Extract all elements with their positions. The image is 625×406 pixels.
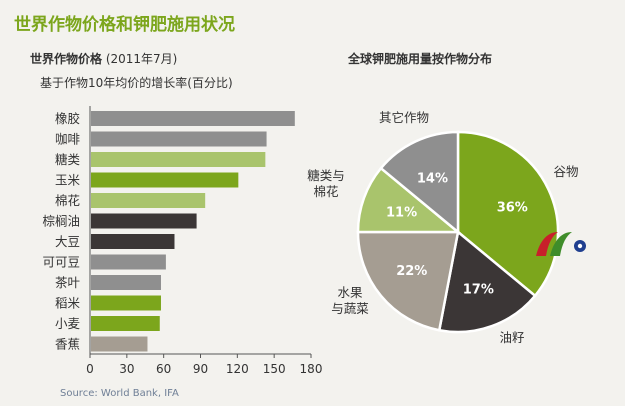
pie-slice xyxy=(379,130,460,235)
bar xyxy=(91,172,239,188)
pie-value-label: 36% xyxy=(497,200,528,215)
bar-category-label: 棕榈油 xyxy=(42,214,80,229)
bar xyxy=(91,193,206,208)
bar xyxy=(91,213,197,229)
bar-category-label: 茶叶 xyxy=(55,275,81,290)
pie-chart-title: 全球钾肥施用量按作物分布 xyxy=(348,52,493,66)
bar xyxy=(91,234,175,249)
pie-value-label: 17% xyxy=(463,282,494,297)
page-title: 世界作物价格和钾肥施用状况 xyxy=(14,15,235,35)
source-note: Source: World Bank, IFA xyxy=(60,388,179,399)
x-tick-label: 120 xyxy=(226,362,249,376)
bar-category-label: 香蕉 xyxy=(55,337,80,352)
bar xyxy=(91,254,166,270)
bar xyxy=(91,295,161,311)
bar-chart-title-date: (2011年7月) xyxy=(102,52,178,66)
pie-category-label: 其它作物 xyxy=(379,110,429,125)
bar-category-label: 棉花 xyxy=(55,193,80,208)
pie-value-label: 22% xyxy=(396,264,427,279)
bar xyxy=(91,131,267,147)
bar-category-label: 稻米 xyxy=(55,296,81,311)
x-tick-label: 60 xyxy=(156,362,171,376)
x-tick-label: 150 xyxy=(263,362,286,376)
bar-category-label: 糖类 xyxy=(55,152,81,167)
bar-category-label: 橡胶 xyxy=(55,111,80,126)
bar-category-label: 玉米 xyxy=(55,173,81,188)
pie-slice xyxy=(456,130,560,298)
bar xyxy=(91,111,295,126)
pie-category-label: 油籽 xyxy=(499,330,524,345)
bar-category-label: 可可豆 xyxy=(42,255,80,270)
company-logo-icon xyxy=(536,232,586,256)
pie-category-label: 谷物 xyxy=(553,164,578,179)
pie-value-label: 14% xyxy=(417,172,448,187)
bar-category-label: 小麦 xyxy=(55,316,81,331)
bar xyxy=(91,275,161,290)
pie-slice xyxy=(356,230,460,332)
bar xyxy=(91,336,148,352)
x-tick-label: 90 xyxy=(193,362,208,376)
bar-category-label: 大豆 xyxy=(55,234,80,249)
bar-category-label: 咖啡 xyxy=(55,132,81,147)
x-tick-label: 30 xyxy=(119,362,134,376)
x-tick-label: 0 xyxy=(86,362,94,376)
pie-slice xyxy=(437,229,537,334)
bar xyxy=(91,316,160,331)
pie-slice xyxy=(356,166,462,234)
pie-value-label: 11% xyxy=(386,206,417,221)
bar-chart-title: 世界作物价格 (2011年7月) xyxy=(30,50,177,67)
pie-category-label: 水果 xyxy=(337,285,363,300)
bar-chart-title-main: 世界作物价格 xyxy=(30,52,103,66)
bar-chart-subtitle: 基于作物10年均价的增长率(百分比) xyxy=(40,76,233,90)
bar xyxy=(91,152,266,167)
x-tick-label: 180 xyxy=(300,362,323,376)
pie-category-label: 与蔬菜 xyxy=(331,301,369,316)
